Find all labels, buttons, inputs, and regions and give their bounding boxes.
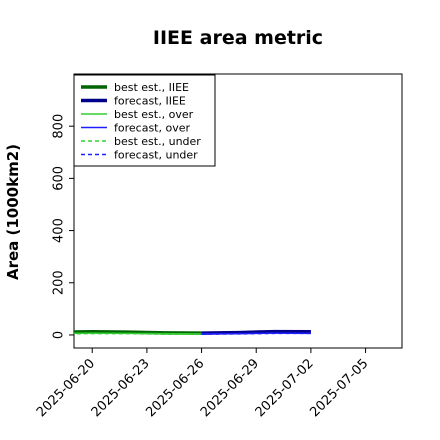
series-line-5 [201,332,311,335]
legend-label-3: forecast, over [114,122,190,135]
y-tick-label: 800 [52,114,67,139]
series-line-4 [74,332,202,335]
y-axis: 0 200 400 600 800 [52,114,74,339]
y-axis-label: Area (1000km2) [4,144,22,280]
legend-label-0: best est., IIEE [114,81,189,94]
y-tick-label: 600 [52,166,67,191]
plot-frame [73,73,403,349]
legend-label-1: forecast, IIEE [114,95,186,108]
y-tick-label: 400 [52,218,67,243]
y-tick-label: 200 [52,270,67,295]
plot-area [74,329,311,335]
chart-title: IIEE area metric [153,27,323,49]
series-line-1 [201,329,311,335]
legend-label-5: forecast, under [114,149,198,162]
legend-box [73,74,216,167]
x-tick-label: 2025-07-05 [307,356,371,420]
y-tick-label: 0 [52,331,67,339]
legend-label-4: best est., under [114,135,201,148]
legend-label-2: best est., over [114,108,194,121]
x-axis: 2025-06-202025-06-232025-06-262025-06-29… [34,348,371,420]
